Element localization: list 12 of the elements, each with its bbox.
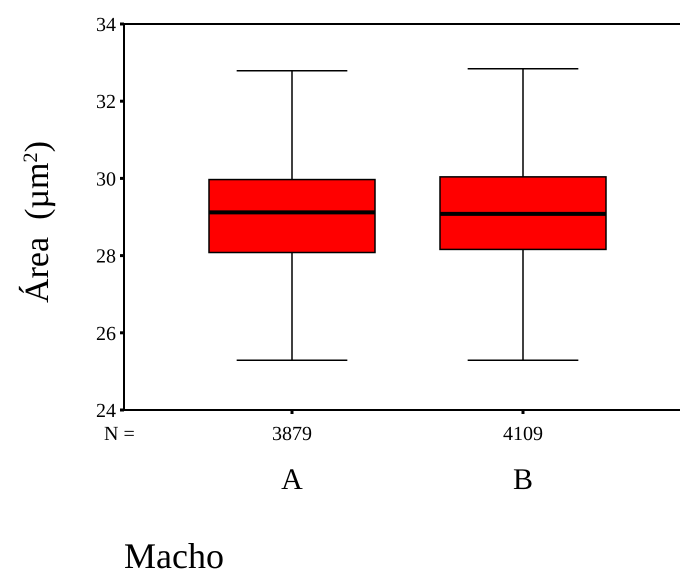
text: 3879: [272, 423, 312, 445]
y-tick-label: 28: [96, 246, 116, 268]
x-axis-title: Macho: [124, 536, 224, 576]
text: N =: [104, 423, 135, 445]
text: 4109: [503, 423, 543, 445]
x-tick-label: A: [281, 463, 304, 496]
y-tick-label: 24: [96, 400, 116, 422]
y-tick-label: 34: [96, 14, 116, 36]
y-tick-label: 32: [96, 91, 116, 114]
x-tick-label: B: [512, 463, 534, 496]
y-tick-label: 26: [96, 322, 116, 345]
y-tick-label: 30: [96, 168, 116, 190]
